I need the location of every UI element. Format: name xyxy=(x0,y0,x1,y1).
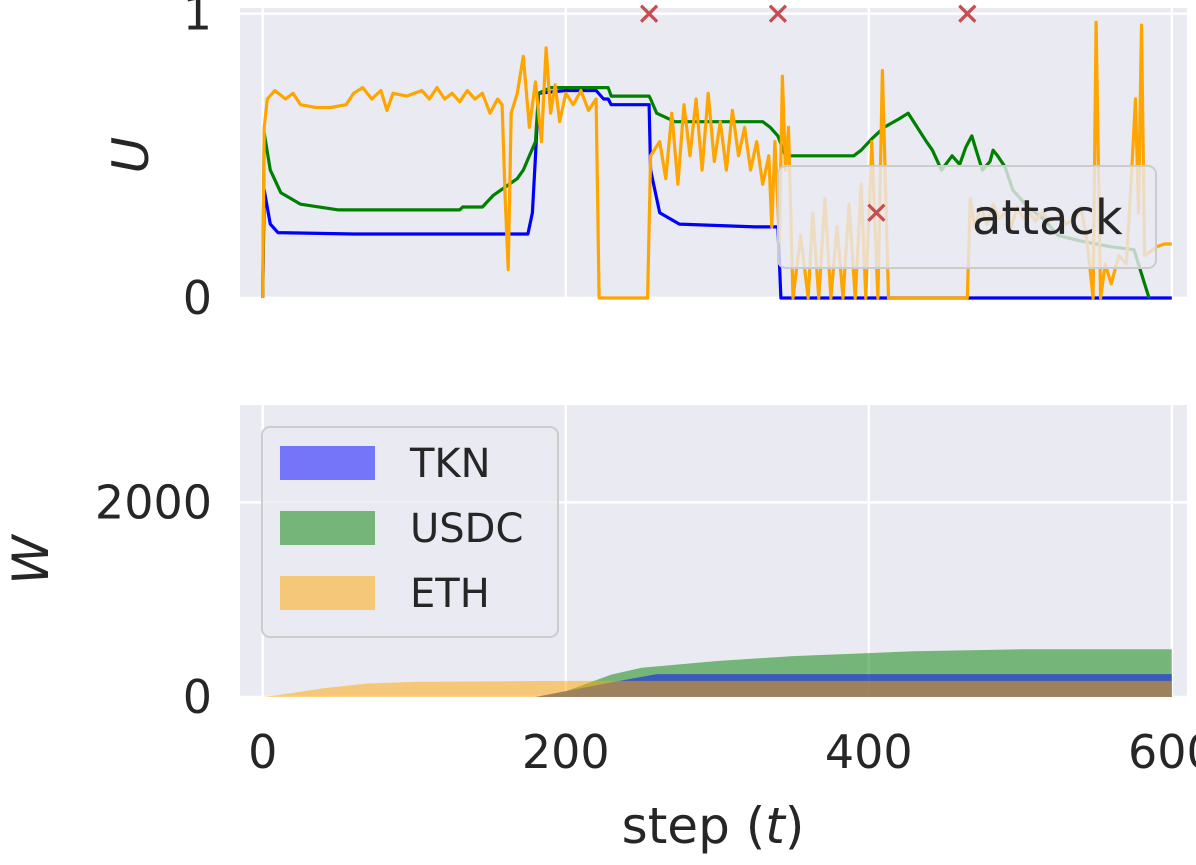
utilization-legend-box xyxy=(777,165,1157,269)
utilization-panel: 01 U attack xyxy=(102,0,1187,325)
x-tick-0: 0 xyxy=(248,725,277,779)
utilization-line-0 xyxy=(261,88,1172,300)
legend-attack-label: attack xyxy=(972,190,1123,246)
wealth-y-axis-label: W xyxy=(2,534,60,585)
attack-marker-0 xyxy=(639,4,659,23)
utilization-legend: attack xyxy=(777,165,1157,269)
utilization-y-tick-0: 0 xyxy=(183,271,212,325)
legend-label-tkn: TKN xyxy=(409,441,491,487)
wealth-y-ticks: 0 2000 xyxy=(95,475,212,724)
legend-attack-marker xyxy=(867,203,886,222)
x-tick-2: 400 xyxy=(825,725,913,779)
wealth-series xyxy=(262,649,1172,697)
legend-label-eth: ETH xyxy=(410,571,490,617)
legend-swatch-tkn xyxy=(280,446,375,480)
x-tick-1: 200 xyxy=(522,725,610,779)
attack-marker-1 xyxy=(768,4,788,23)
wealth-panel: 0 2000 0 200 400 600 W step (t) TKN USDC ETH xyxy=(2,405,1196,855)
utilization-y-tick-1: 1 xyxy=(183,0,212,41)
wealth-legend: TKN USDC ETH xyxy=(261,426,559,638)
utilization-line-1 xyxy=(261,86,1151,299)
attack-marker-2 xyxy=(958,4,977,23)
step-x-axis-label: step (t) xyxy=(622,797,805,855)
wealth-y-tick-1: 2000 xyxy=(95,475,212,529)
x-tick-3: 600 xyxy=(1128,725,1196,779)
utilization-y-ticks: 01 xyxy=(183,0,212,325)
legend-swatch-eth xyxy=(280,576,375,610)
legend-label-usdc: USDC xyxy=(410,506,523,552)
wealth-y-tick-0: 0 xyxy=(183,670,212,724)
utilization-y-axis-label: U xyxy=(102,137,160,174)
legend-swatch-usdc xyxy=(280,511,375,545)
wealth-area-eth xyxy=(262,680,1172,697)
wealth-x-ticks: 0 200 400 600 xyxy=(248,725,1196,779)
